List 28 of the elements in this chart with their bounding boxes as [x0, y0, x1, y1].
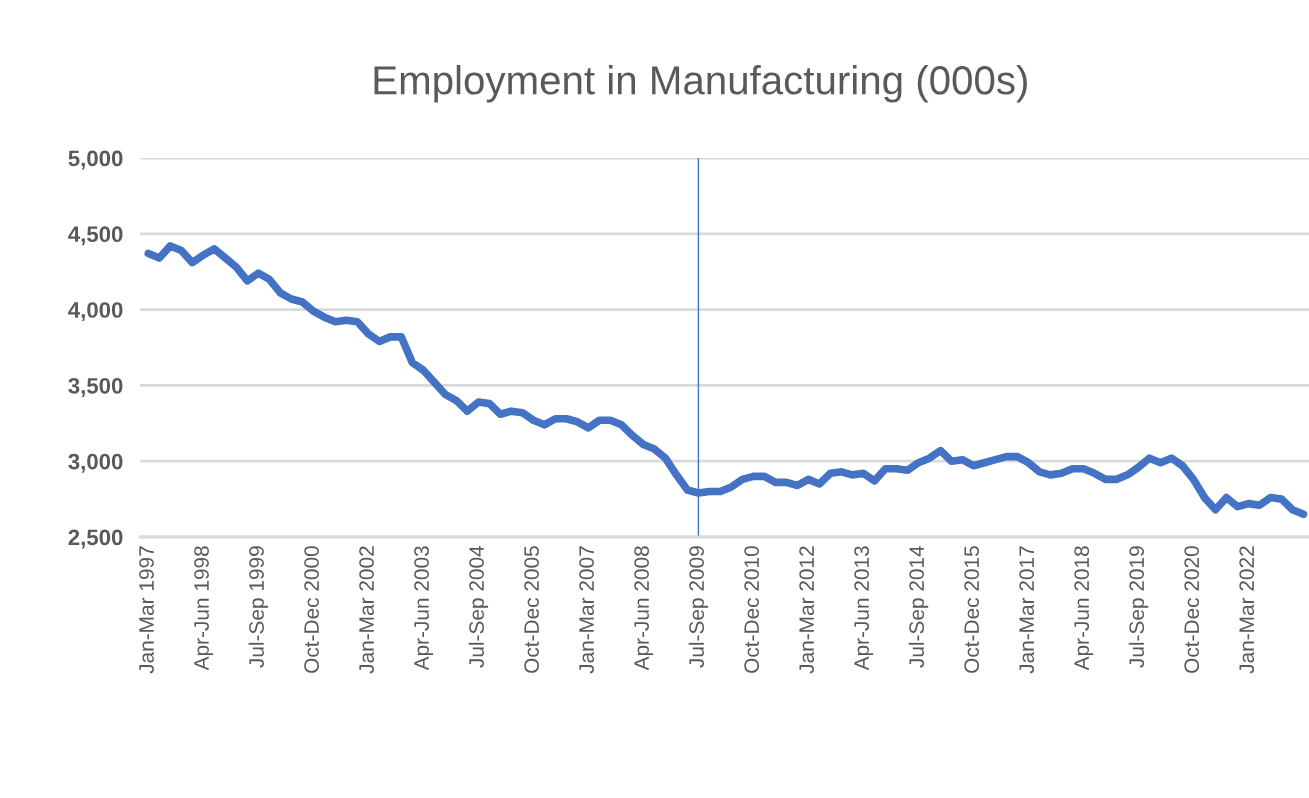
x-tick-label: Jan-Mar 1997 [139, 546, 154, 674]
x-tick-label: Apr-Jun 2013 [854, 546, 874, 671]
x-tick-label: Apr-Jun 1998 [194, 546, 214, 671]
x-tick-label: Jul-Sep 2019 [1128, 546, 1149, 668]
y-tick-label: 3,500 [68, 377, 123, 397]
x-tick-label: Jan-Mar 2017 [1019, 546, 1035, 674]
x-tick-label: Jul-Sep 1999 [248, 546, 269, 668]
y-tick-label: 5,000 [68, 150, 123, 170]
x-tick-label: Jul-Sep 2014 [908, 545, 929, 668]
chart-title: Employment in Manufacturing (000s) [374, 65, 1027, 103]
y-tick-label: 4,000 [68, 302, 123, 322]
x-tick-label: Jul-Sep 2009 [688, 546, 709, 668]
x-tick-label: Oct-Dec 2010 [744, 546, 759, 673]
x-tick-label: Apr-Jun 2018 [1074, 546, 1094, 671]
x-tick-label: Apr-Jun 2008 [634, 546, 654, 671]
x-tick-label: Oct-Dec 2005 [524, 546, 539, 673]
x-tick-label: Oct-Dec 2020 [1184, 546, 1200, 673]
x-tick-label: Jan-Mar 2007 [579, 546, 594, 674]
y-tick-label: 4,500 [68, 226, 123, 246]
x-tick-label: Jan-Mar 2012 [799, 546, 815, 674]
x-tick-label: Oct-Dec 2015 [964, 546, 980, 673]
y-tick-label: 2,500 [68, 529, 123, 549]
x-tick-label: Jan-Mar 2002 [359, 546, 374, 674]
x-tick-label: Jan-Mar 2022 [1239, 546, 1255, 674]
y-tick-label: 3,000 [68, 453, 123, 473]
x-tick-label: Apr-Jun 2003 [414, 546, 434, 671]
x-tick-label: Jul-Sep 2004 [468, 545, 489, 668]
x-tick-label: Oct-Dec 2000 [304, 546, 319, 673]
